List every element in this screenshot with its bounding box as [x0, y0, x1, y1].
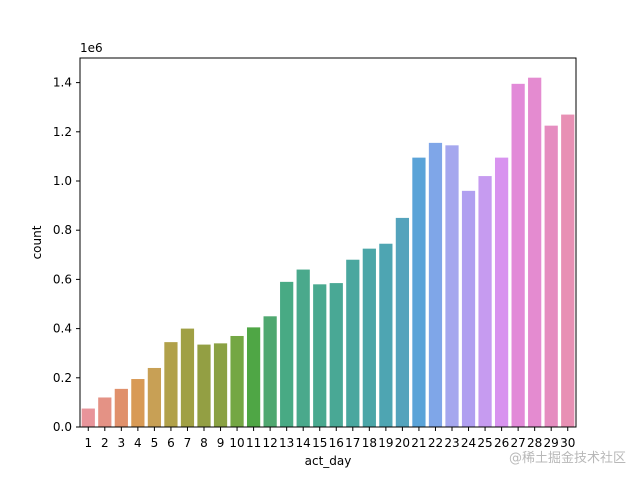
x-tick-label: 12 — [262, 436, 277, 450]
x-tick-label: 2 — [101, 436, 109, 450]
x-tick-label: 22 — [428, 436, 443, 450]
bar-day-18 — [362, 248, 376, 427]
x-tick-label: 3 — [118, 436, 126, 450]
x-tick-label: 20 — [395, 436, 410, 450]
bar-day-28 — [528, 77, 542, 428]
bar-day-4 — [131, 379, 145, 427]
bar-day-26 — [494, 157, 509, 427]
bar-day-6 — [164, 342, 178, 427]
x-tick-label: 28 — [527, 436, 542, 450]
x-tick-label: 11 — [246, 436, 261, 450]
plot-frame — [79, 57, 577, 428]
x-tick-label: 1 — [84, 436, 92, 450]
x-tick-label: 14 — [296, 436, 311, 450]
x-tick-label: 16 — [329, 436, 344, 450]
x-tick-label: 25 — [477, 436, 492, 450]
x-tick-label: 7 — [184, 436, 192, 450]
bar-day-16 — [329, 283, 343, 427]
x-tick-label: 30 — [560, 436, 575, 450]
bar-day-13 — [280, 281, 294, 427]
x-tick-label: 8 — [200, 436, 208, 450]
y-axis-offset-label: 1e6 — [80, 41, 103, 55]
x-tick-label: 4 — [134, 436, 142, 450]
x-axis-label: act_day — [305, 454, 352, 468]
bar-day-11 — [246, 327, 261, 427]
x-tick-label: 18 — [362, 436, 377, 450]
x-tick-label: 13 — [279, 436, 294, 450]
bar-day-15 — [313, 284, 327, 427]
y-tick-label: 0.6 — [53, 272, 72, 286]
x-tick-label: 5 — [151, 436, 159, 450]
bar-day-9 — [213, 343, 228, 427]
bar-day-29 — [544, 125, 558, 428]
bar-day-12 — [263, 316, 277, 427]
bar-day-10 — [230, 335, 244, 427]
x-tick-label: 23 — [444, 436, 459, 450]
x-tick-label: 21 — [411, 436, 426, 450]
y-tick-label: 1.2 — [53, 125, 72, 139]
bar-day-20 — [395, 217, 410, 427]
bars-group — [81, 77, 575, 428]
bar-day-24 — [461, 190, 476, 427]
x-tick-label: 29 — [544, 436, 559, 450]
x-tick-label: 17 — [345, 436, 360, 450]
bar-day-25 — [478, 176, 492, 427]
x-tick-label: 6 — [167, 436, 175, 450]
bar-day-1 — [81, 408, 95, 427]
y-tick-label: 0.0 — [53, 420, 72, 434]
bar-day-30 — [561, 114, 575, 427]
x-tick-label: 9 — [217, 436, 225, 450]
x-tick-label: 26 — [494, 436, 509, 450]
x-tick-label: 15 — [312, 436, 327, 450]
bar-day-27 — [511, 83, 525, 427]
bar-day-22 — [428, 142, 443, 427]
y-axis-ticks: 0.0 0.2 0.4 0.6 0.8 1.0 1.2 1.4 — [53, 76, 80, 434]
y-axis-label: count — [30, 225, 44, 259]
bar-day-3 — [114, 388, 128, 427]
x-tick-label: 10 — [229, 436, 244, 450]
x-tick-label: 19 — [378, 436, 393, 450]
bar-day-5 — [147, 367, 162, 427]
bar-day-23 — [445, 145, 459, 427]
y-tick-label: 1.0 — [53, 174, 72, 188]
bar-day-7 — [180, 328, 195, 427]
bar-day-8 — [197, 344, 211, 427]
y-tick-label: 0.4 — [53, 322, 72, 336]
x-axis-ticks: 1 2 3 4 5 6 7 8 9 10 11 12 13 14 15 16 17 18 19 20 21 22 23 24 2… — [84, 427, 575, 450]
bar-day-21 — [412, 157, 426, 427]
bar-day-17 — [346, 259, 360, 427]
bar-day-14 — [296, 269, 310, 427]
bar-day-19 — [379, 243, 393, 427]
y-tick-label: 0.8 — [53, 223, 72, 237]
x-tick-label: 24 — [461, 436, 476, 450]
bar-day-2 — [98, 397, 112, 427]
y-tick-label: 0.2 — [53, 371, 72, 385]
x-tick-label: 27 — [510, 436, 525, 450]
watermark: @稀土掘金技术社区 — [508, 451, 626, 466]
y-tick-label: 1.4 — [53, 76, 72, 90]
